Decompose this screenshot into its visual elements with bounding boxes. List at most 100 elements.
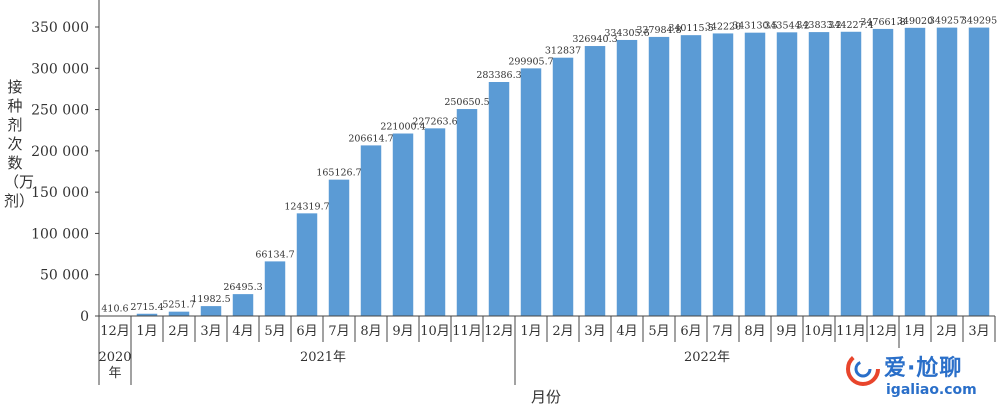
year-label: 2020: [98, 350, 131, 365]
value-label: 410.6: [101, 304, 128, 315]
bar: [712, 33, 734, 316]
bar: [168, 311, 190, 316]
bar: [840, 31, 862, 317]
x-tick-label: 6月: [680, 324, 701, 339]
bar: [232, 294, 254, 316]
x-tick-label: 12月: [100, 324, 130, 339]
x-tick-label: 3月: [200, 324, 221, 339]
x-tick-label: 9月: [392, 324, 413, 339]
x-tick-label: 3月: [584, 324, 605, 339]
watermark-text: 爱·尬聊: [884, 356, 963, 381]
x-tick-label: 12月: [484, 324, 514, 339]
value-label: 337984.8: [636, 25, 681, 36]
x-tick-label: 3月: [968, 324, 989, 339]
bar: [328, 179, 350, 316]
value-label: 326940.3: [572, 34, 617, 45]
bar: [904, 27, 926, 316]
x-tick-label: 4月: [232, 324, 253, 339]
x-tick-label: 10月: [420, 324, 450, 339]
bar: [584, 46, 606, 317]
x-tick-label: 2月: [936, 324, 957, 339]
x-tick-label: 8月: [744, 324, 765, 339]
bar: [456, 109, 478, 316]
x-tick-label: 1月: [136, 324, 157, 339]
value-label: 250650.5: [444, 97, 489, 108]
value-label: 66134.7: [255, 249, 294, 260]
bar: [776, 32, 798, 316]
value-label: 283386.3: [476, 70, 521, 81]
x-tick-label: 7月: [328, 324, 349, 339]
x-tick-label: 8月: [360, 324, 381, 339]
bar: [264, 261, 286, 316]
value-label: 343544.2: [764, 20, 809, 31]
x-tick-label: 11月: [836, 324, 866, 339]
x-tick-label: 7月: [712, 324, 733, 339]
bar: [200, 306, 222, 316]
x-tick-label: 1月: [904, 324, 925, 339]
year-label: 2022年: [684, 350, 730, 365]
x-tick-label: 5月: [648, 324, 669, 339]
y-tick-label: 250 000: [31, 103, 89, 119]
x-tick-label: 6月: [296, 324, 317, 339]
value-label: 206614.7: [348, 133, 393, 144]
y-tick-label: 150 000: [31, 185, 89, 201]
value-label: 11982.5: [191, 294, 230, 305]
x-tick-label: 4月: [616, 324, 637, 339]
bar: [136, 313, 158, 316]
x-tick-label: 2月: [552, 324, 573, 339]
bar: [296, 213, 318, 316]
value-label: 347661.8: [860, 17, 905, 28]
x-axis-title: 月份: [531, 388, 561, 406]
x-tick-label: 2月: [168, 324, 189, 339]
y-tick-label: 350 000: [31, 20, 89, 36]
bar: [616, 39, 638, 316]
bar: [360, 145, 382, 316]
x-tick-label: 11月: [452, 324, 482, 339]
bar: [520, 68, 542, 316]
value-label: 340115.5: [668, 23, 713, 34]
bar: [936, 27, 958, 317]
bar: [552, 57, 574, 316]
bar: [680, 35, 702, 316]
value-label: 124319.7: [284, 201, 329, 212]
value-label: 349020: [897, 16, 933, 27]
year-label: 2021年: [300, 350, 346, 365]
watermark-url: igaliao.com: [886, 382, 977, 398]
x-tick-label: 9月: [776, 324, 797, 339]
y-tick-label: 300 000: [31, 61, 89, 77]
value-label: 343130.5: [732, 21, 777, 32]
bar: [872, 28, 894, 316]
value-label: 334305.6: [604, 28, 649, 39]
value-label: 312837: [545, 46, 581, 57]
value-label: 2715.4: [130, 302, 163, 313]
bar: [424, 128, 446, 316]
x-tick-label: 5月: [264, 324, 285, 339]
swirl-logo-icon: [846, 352, 880, 386]
y-tick-label: 200 000: [31, 144, 89, 160]
y-tick-label: 50 000: [40, 268, 89, 284]
value-label: 344227.4: [828, 20, 873, 31]
value-label: 343833.2: [796, 20, 841, 31]
value-label: 227263.6: [412, 116, 457, 127]
value-label: 342220: [705, 21, 741, 32]
value-label: 26495.3: [223, 282, 262, 293]
value-label: 349257: [929, 16, 965, 27]
x-tick-label: 12月: [868, 324, 898, 339]
y-tick-label: 0: [80, 309, 89, 325]
value-label: 221000.4: [380, 122, 425, 133]
x-tick-label: 1月: [520, 324, 541, 339]
bar: [488, 82, 510, 317]
watermark: 爱·尬聊 igaliao.com: [842, 348, 992, 410]
x-tick-label: 10月: [804, 324, 834, 339]
bar: [648, 36, 670, 317]
y-tick-label: 100 000: [31, 226, 89, 242]
value-label: 349295: [961, 16, 997, 27]
y-axis-label: 接种剂次数（万剂）: [4, 78, 35, 210]
bar: [744, 32, 766, 317]
value-label: 165126.7: [316, 168, 361, 179]
value-label: 299905.7: [508, 56, 553, 67]
year-label: 年: [108, 366, 121, 381]
bar: [808, 32, 830, 317]
bar: [968, 27, 990, 317]
